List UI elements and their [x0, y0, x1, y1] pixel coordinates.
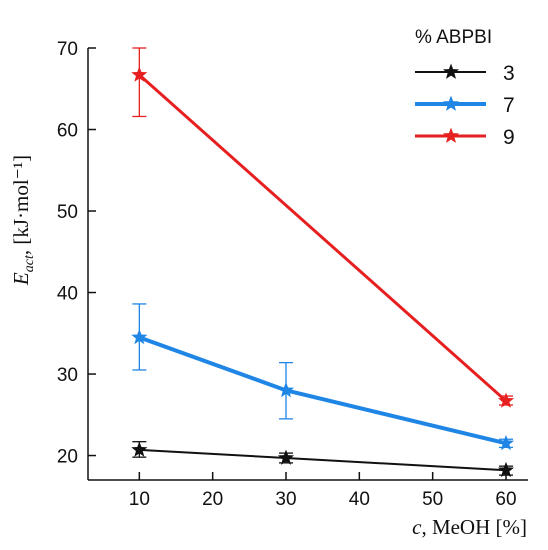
y-tick-label: 40 [57, 284, 78, 305]
legend-label: 9 [503, 126, 515, 149]
x-axis-title: c, MeOH [%] [412, 515, 527, 539]
legend-swatch-star [442, 95, 460, 111]
axis-ticks: 20 30 40 50 60 70 10 20 30 40 50 60 [57, 39, 517, 510]
legend-item-9: 9 [415, 126, 515, 149]
y-tick-label: 70 [57, 39, 78, 60]
y-tick-label: 20 [57, 447, 78, 468]
axes-frame [87, 48, 528, 481]
y-tick-label: 50 [57, 202, 78, 223]
legend-title: % ABPBI [415, 27, 492, 48]
y-tick-label: 30 [57, 365, 78, 386]
data-point-star [497, 434, 515, 451]
series-7 [131, 303, 515, 451]
legend-item-3: 3 [415, 62, 515, 85]
data-point-star [131, 328, 148, 345]
data-point-star [497, 392, 515, 408]
series-3 [131, 441, 515, 478]
y-tick-label: 60 [57, 121, 78, 142]
y-axis-title: Eact, [kJ·mol⁻¹] [9, 155, 37, 286]
series-9 [131, 47, 515, 408]
series-line [138, 73, 507, 403]
x-tick-label: 50 [422, 489, 443, 510]
legend-item-7: 7 [415, 94, 515, 117]
data-point-star [497, 461, 515, 478]
data-point-star [277, 381, 295, 398]
x-tick-label: 10 [129, 489, 150, 510]
legend-swatch-star [442, 127, 460, 143]
legend-label: 3 [503, 62, 515, 85]
data-point-star [277, 449, 295, 465]
x-tick-label: 40 [349, 489, 370, 510]
series-layer [131, 47, 515, 478]
x-tick-label: 30 [275, 489, 296, 510]
x-tick-label: 60 [495, 489, 516, 510]
legend-label: 7 [503, 94, 515, 117]
series-line [139, 448, 507, 472]
x-tick-label: 20 [202, 489, 223, 510]
legend: % ABPBI 3 7 9 [415, 27, 515, 149]
legend-swatch-star [442, 63, 460, 79]
data-point-star [131, 441, 148, 457]
data-point-star [131, 66, 148, 82]
